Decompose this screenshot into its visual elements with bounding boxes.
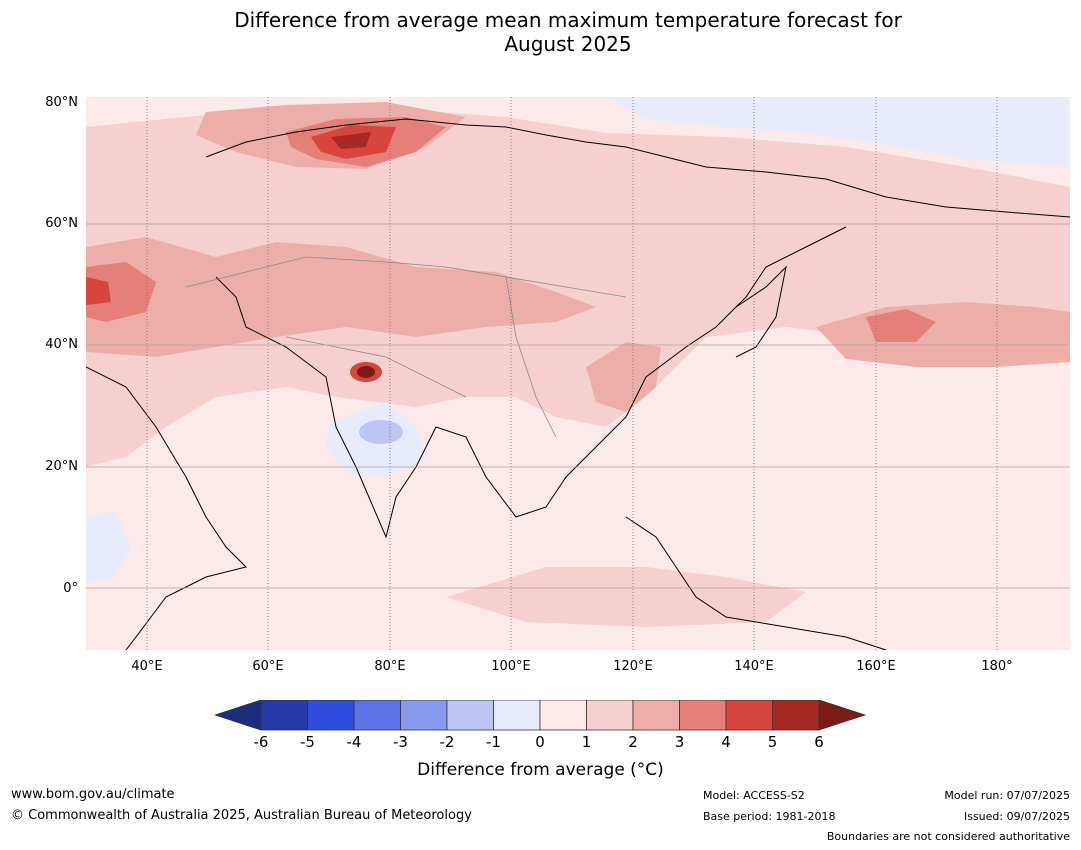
anomaly-hotspot-himalaya-core	[357, 366, 375, 378]
lon-label-100e: 100°E	[491, 659, 531, 674]
anomaly-extreme-siberia	[331, 132, 371, 149]
anomaly-region-1-2c	[86, 105, 1070, 467]
colorbar-tick-label: 1	[581, 733, 592, 751]
anomaly-band-central-asia	[86, 237, 596, 357]
colorbar-segment	[679, 700, 727, 731]
colorbar-tick-label: 0	[535, 733, 545, 751]
lon-label-40e: 40°E	[131, 659, 163, 674]
colorbar-segment	[260, 700, 308, 731]
map-title: Difference from average mean maximum tem…	[0, 8, 1081, 56]
anomaly-band-east-china	[586, 342, 661, 412]
lon-label-180: 180°	[981, 659, 1013, 674]
lon-label-160e: 160°E	[856, 659, 896, 674]
colorbar-tick-label: -3	[393, 733, 408, 751]
colorbar-segment	[772, 700, 820, 731]
lon-label-120e: 120°E	[613, 659, 653, 674]
colorbar-tick-label: 3	[674, 733, 685, 751]
website-link[interactable]: www.bom.gov.au/climate	[11, 787, 175, 802]
issued-text: Issued: 09/07/2025	[963, 810, 1070, 823]
title-line-1: Difference from average mean maximum tem…	[234, 8, 902, 32]
lat-label-40n: 40°N	[45, 337, 78, 352]
colorbar-tick-label: -1	[486, 733, 501, 751]
colorbar-segment	[725, 700, 773, 731]
anomaly-cool-africa	[86, 512, 131, 582]
title-line-2: August 2025	[504, 32, 632, 56]
lat-label-80n: 80°N	[45, 95, 78, 110]
colorbar-segment	[586, 700, 634, 731]
colorbar-tick-label: -6	[253, 733, 269, 751]
lat-label-20n: 20°N	[45, 459, 78, 474]
base-period-text: Base period: 1981-2018	[703, 810, 836, 823]
colorbar-extend-low	[215, 700, 262, 731]
anomaly-very-hot-europe	[86, 277, 111, 305]
lon-label-60e: 60°E	[252, 659, 284, 674]
model-run-text: Model run: 07/07/2025	[944, 789, 1070, 802]
colorbar-tick-label: 4	[721, 733, 731, 751]
colorbar-extend-high	[818, 700, 867, 731]
lat-label-60n: 60°N	[45, 216, 78, 231]
copyright-text: © Commonwealth of Australia 2025, Austra…	[11, 808, 472, 823]
colorbar-tick-label: 6	[814, 733, 824, 751]
anomaly-hot-europe	[86, 262, 156, 322]
lon-label-140e: 140°E	[734, 659, 774, 674]
lat-label-0: 0°	[63, 581, 78, 596]
coastlines	[86, 118, 1070, 650]
lon-label-80e: 80°E	[374, 659, 406, 674]
map-svg	[86, 97, 1070, 650]
colorbar-segment	[632, 700, 680, 731]
latitude-gridlines	[86, 223, 1070, 589]
disclaimer-text: Boundaries are not considered authoritat…	[826, 830, 1070, 843]
colorbar	[215, 700, 867, 731]
colorbar-label: Difference from average (°C)	[417, 760, 664, 780]
forecast-map	[86, 97, 1070, 650]
colorbar-tick-label: 5	[767, 733, 778, 751]
colorbar-tick-label: -5	[300, 733, 315, 751]
colorbar-segment	[493, 700, 541, 731]
anomaly-cooler-india	[359, 420, 403, 444]
colorbar-tick-label: 2	[628, 733, 638, 751]
anomaly-region-maritime	[446, 567, 806, 627]
anomaly-hot-pacific	[866, 309, 936, 342]
colorbar-segment	[539, 700, 587, 731]
model-text: Model: ACCESS-S2	[703, 789, 805, 802]
colorbar-segment	[446, 700, 494, 731]
colorbar-segment	[307, 700, 355, 731]
colorbar-segment	[353, 700, 401, 731]
colorbar-tick-label: -2	[439, 733, 455, 751]
colorbar-tick-label: -4	[346, 733, 362, 751]
gridlines	[146, 97, 998, 650]
anomaly-cool-arctic	[606, 97, 1070, 167]
colorbar-segment	[400, 700, 448, 731]
